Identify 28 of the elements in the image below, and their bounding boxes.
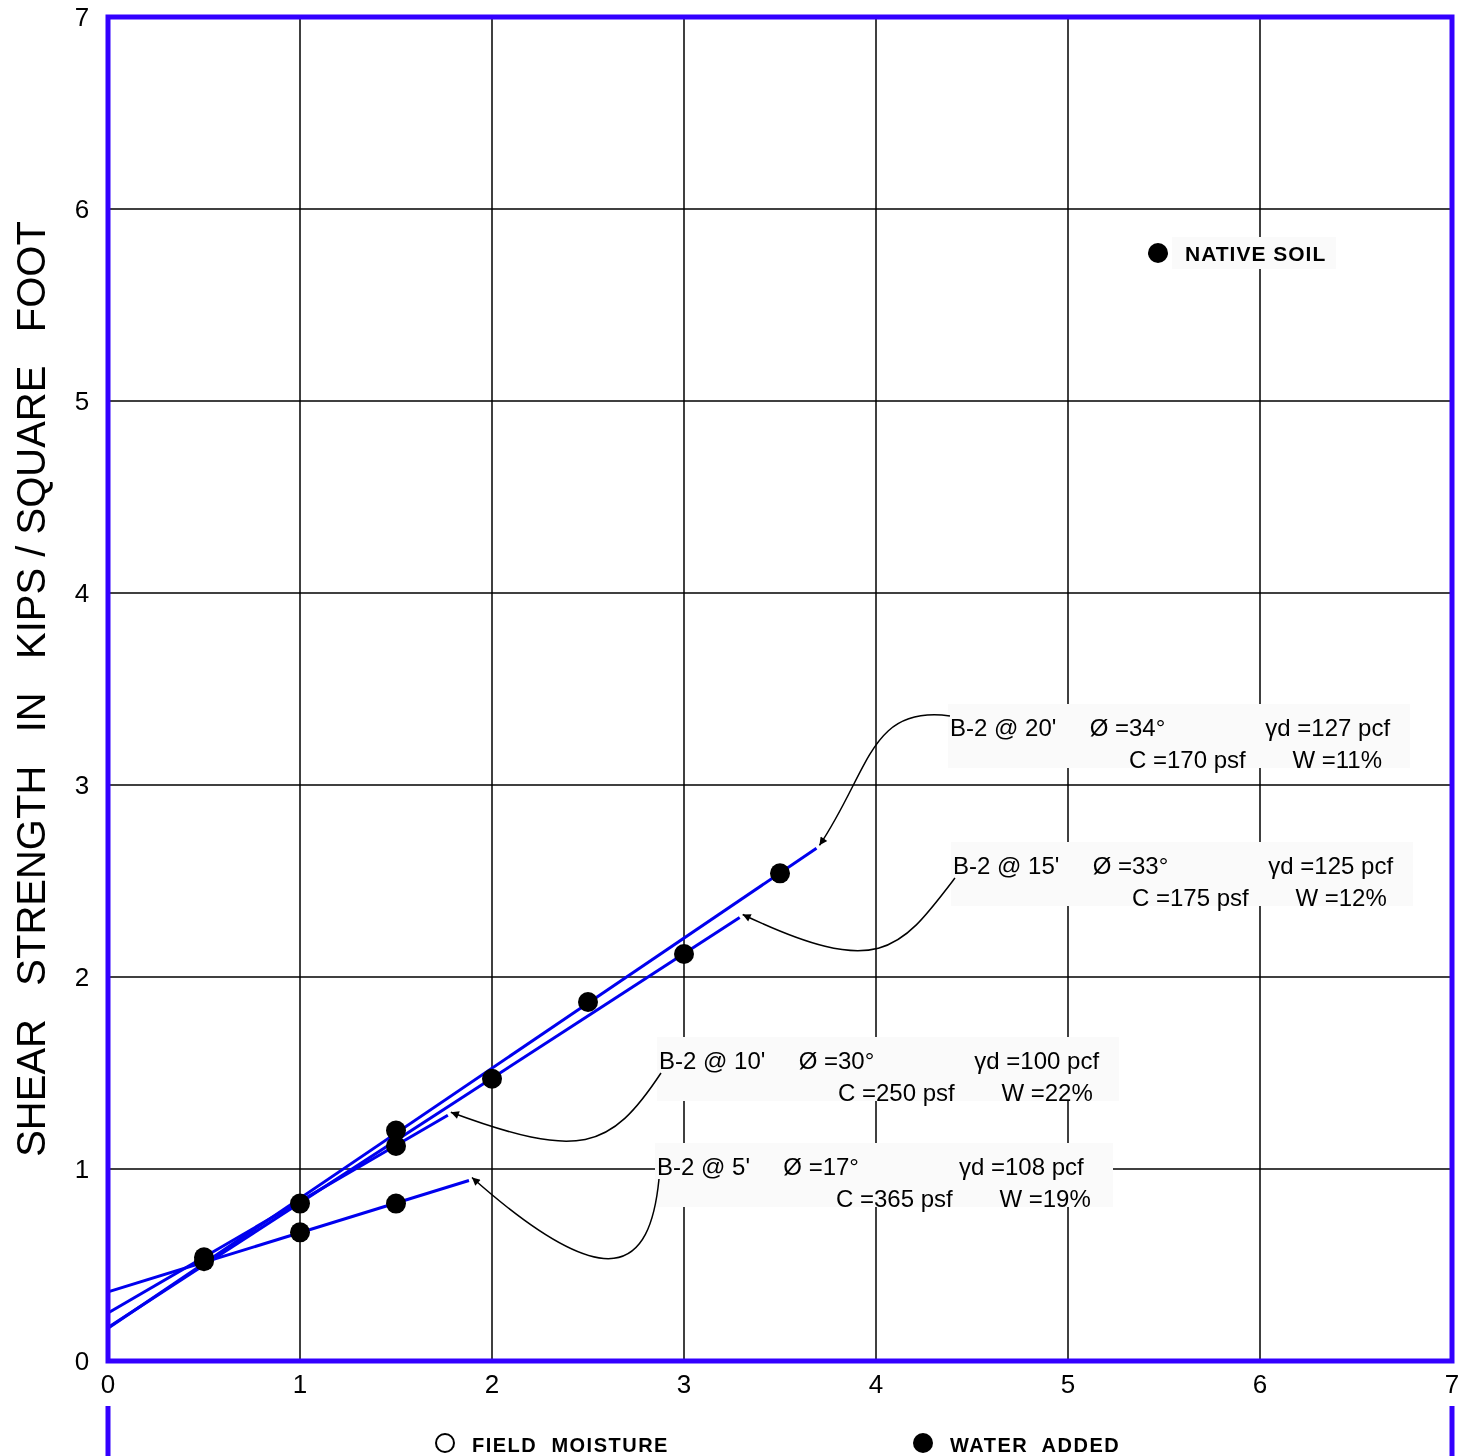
y-axis-title: SHEAR STRENGTH IN KIPS / SQUARE FOOT [9, 221, 53, 1157]
y-tick-label: 4 [74, 578, 90, 608]
x-tick-label: 6 [1252, 1369, 1268, 1399]
x-tick-label: 2 [484, 1369, 500, 1399]
text: FIELD MOISTURE [472, 1434, 669, 1456]
annotation: C =250 psf W =22% [838, 1079, 1093, 1106]
legend-label: NATIVE SOIL [1185, 242, 1327, 265]
annotation: B-2 @ 15' Ø =33° γd =125 pcf [953, 852, 1394, 879]
y-tick-label: 3 [74, 770, 90, 800]
annotation: B-2 @ 5' Ø =17° γd =108 pcf [657, 1153, 1085, 1180]
text: WATER ADDED [950, 1434, 1121, 1456]
y-tick-label: 6 [74, 194, 90, 224]
y-tick-label: 2 [74, 962, 90, 992]
y-tick-label: 5 [74, 386, 90, 416]
y-tick-label: 7 [74, 2, 90, 32]
x-tick-label: 7 [1444, 1369, 1460, 1399]
annotation: B-2 @ 10' Ø =30° γd =100 pcf [659, 1047, 1100, 1074]
x-tick-label: 3 [676, 1369, 692, 1399]
x-tick-label: 4 [868, 1369, 884, 1399]
x-tick-label: 1 [292, 1369, 308, 1399]
annotation: C =365 psf W =19% [836, 1185, 1091, 1212]
annotation: C =170 psf W =11% [1129, 746, 1383, 773]
x-tick-label: 0 [100, 1369, 116, 1399]
annotation: C =175 psf W =12% [1132, 884, 1387, 911]
y-tick-label: 0 [74, 1346, 90, 1376]
y-tick-label: 1 [74, 1154, 90, 1184]
x-tick-label: 5 [1060, 1369, 1076, 1399]
annotation: B-2 @ 20' Ø =34° γd =127 pcf [950, 714, 1391, 741]
